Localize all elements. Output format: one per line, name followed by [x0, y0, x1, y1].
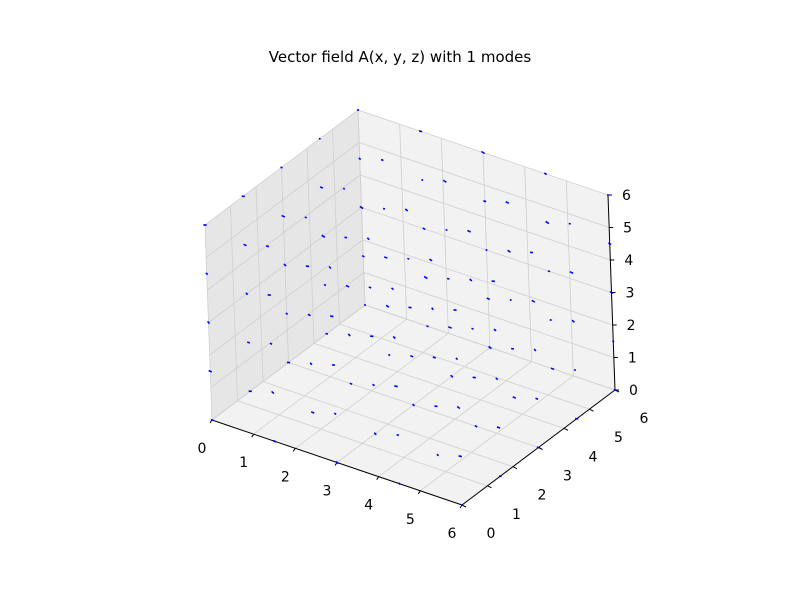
- z-tick-label: 0: [629, 383, 638, 399]
- y-tick-label: 5: [614, 430, 623, 446]
- y-tick-label: 6: [640, 411, 649, 427]
- vector-arrow: [266, 246, 269, 247]
- vector-arrow: [362, 256, 364, 257]
- vector-arrow: [574, 370, 576, 371]
- vector-arrow: [388, 354, 390, 355]
- y-tick: [488, 486, 492, 488]
- vector-arrow: [446, 230, 448, 231]
- x-tick-label: 4: [364, 498, 373, 514]
- z-tick-label: 2: [627, 318, 636, 334]
- vector-arrow: [612, 341, 614, 342]
- vector-arrow: [311, 412, 314, 413]
- vector-arrow: [471, 328, 473, 329]
- vector-arrow: [286, 313, 288, 314]
- vector-arrow: [510, 300, 512, 301]
- vector-arrow: [330, 316, 333, 317]
- y-tick-label: 4: [589, 449, 598, 465]
- y-tick-label: 1: [512, 507, 521, 523]
- y-tick-label: 3: [563, 469, 572, 485]
- vector-arrow: [483, 201, 486, 202]
- vector-arrow: [247, 342, 250, 343]
- vector-arrow: [273, 441, 276, 442]
- vector-arrow: [536, 398, 538, 399]
- vector-arrow: [433, 357, 436, 358]
- vector-arrow: [324, 284, 326, 285]
- x-tick-label: 1: [239, 455, 248, 471]
- z-tick-label: 6: [622, 188, 631, 204]
- vector-arrow: [394, 386, 397, 387]
- vector-arrow: [548, 271, 550, 272]
- z-tick-label: 4: [624, 253, 633, 269]
- vector-arrow: [427, 326, 429, 327]
- y-tick: [513, 467, 517, 469]
- vector-arrow: [459, 456, 462, 457]
- vector-arrow: [270, 343, 272, 344]
- vector-arrow: [419, 131, 422, 132]
- vector-arrow: [305, 217, 307, 218]
- x-tick-label: 6: [448, 526, 457, 542]
- chart-title: Vector field A(x, y, z) with 1 modes: [0, 48, 800, 66]
- vector-arrow: [350, 383, 352, 384]
- x-tick: [293, 448, 295, 451]
- x-tick-label: 5: [406, 512, 415, 528]
- vector-arrow: [399, 483, 401, 484]
- x-tick-label: 0: [198, 441, 207, 457]
- vector-arrow: [209, 371, 212, 372]
- y-tick: [564, 428, 568, 430]
- x-tick-label: 3: [323, 484, 332, 500]
- vector-arrow: [381, 160, 383, 161]
- y-tick: [590, 409, 594, 411]
- x-tick: [377, 477, 379, 480]
- y-tick-label: 2: [538, 488, 547, 504]
- y-tick-label: 0: [487, 526, 496, 542]
- vector-arrow: [334, 413, 336, 414]
- z-tick-label: 3: [626, 286, 635, 302]
- vector-arrow: [437, 454, 439, 455]
- x-tick: [418, 491, 420, 494]
- x-tick: [252, 434, 254, 437]
- x-tick-label: 2: [281, 469, 290, 485]
- vector-arrow: [497, 427, 500, 428]
- vector-arrow: [407, 258, 409, 259]
- vector-arrow: [343, 188, 345, 189]
- vector-arrow: [369, 287, 371, 288]
- z-tick-label: 1: [628, 351, 637, 367]
- z-tick-label: 5: [623, 221, 632, 237]
